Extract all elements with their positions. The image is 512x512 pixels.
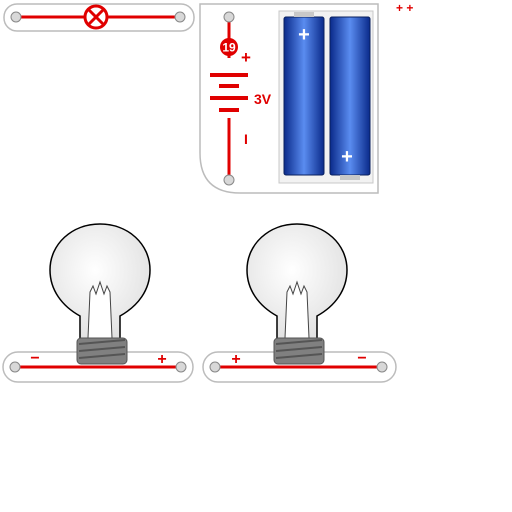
cell-left-plus: + [298,24,310,46]
part-number: 19 [222,41,236,55]
bulb-part-right[interactable]: + − [202,223,397,383]
voltage-label: 3V [254,91,272,107]
battery-holder[interactable]: 19 + 3V I + + [199,3,379,194]
snap-connector-left[interactable] [9,361,21,373]
minus-label: − [30,350,39,367]
snap-connector-left[interactable] [10,11,22,23]
snap-connector-bottom[interactable] [223,174,235,186]
lamp-strip[interactable] [3,3,195,32]
minus-label: − [357,350,366,367]
snap-connector-left[interactable] [209,361,221,373]
polarity-marks: + + [396,1,413,15]
cell-right-plus: + [341,146,353,168]
lamp-x-icon [83,4,109,30]
battery-minus-label: I [244,131,248,147]
bulb-part-left[interactable]: − + [2,223,194,383]
light-bulb-icon [49,223,151,365]
plus-label: + [231,351,240,368]
snap-connector-right[interactable] [376,361,388,373]
plus-label: + [157,351,166,368]
battery-plus-label: + [241,48,251,67]
snap-connector-top[interactable] [223,11,235,23]
battery-symbol [210,73,248,112]
snap-connector-right[interactable] [174,11,186,23]
part-number-badge [220,38,238,56]
light-bulb-icon [246,223,348,365]
cell-terminal [340,175,360,180]
snap-connector-right[interactable] [175,361,187,373]
cell-terminal [294,12,314,17]
